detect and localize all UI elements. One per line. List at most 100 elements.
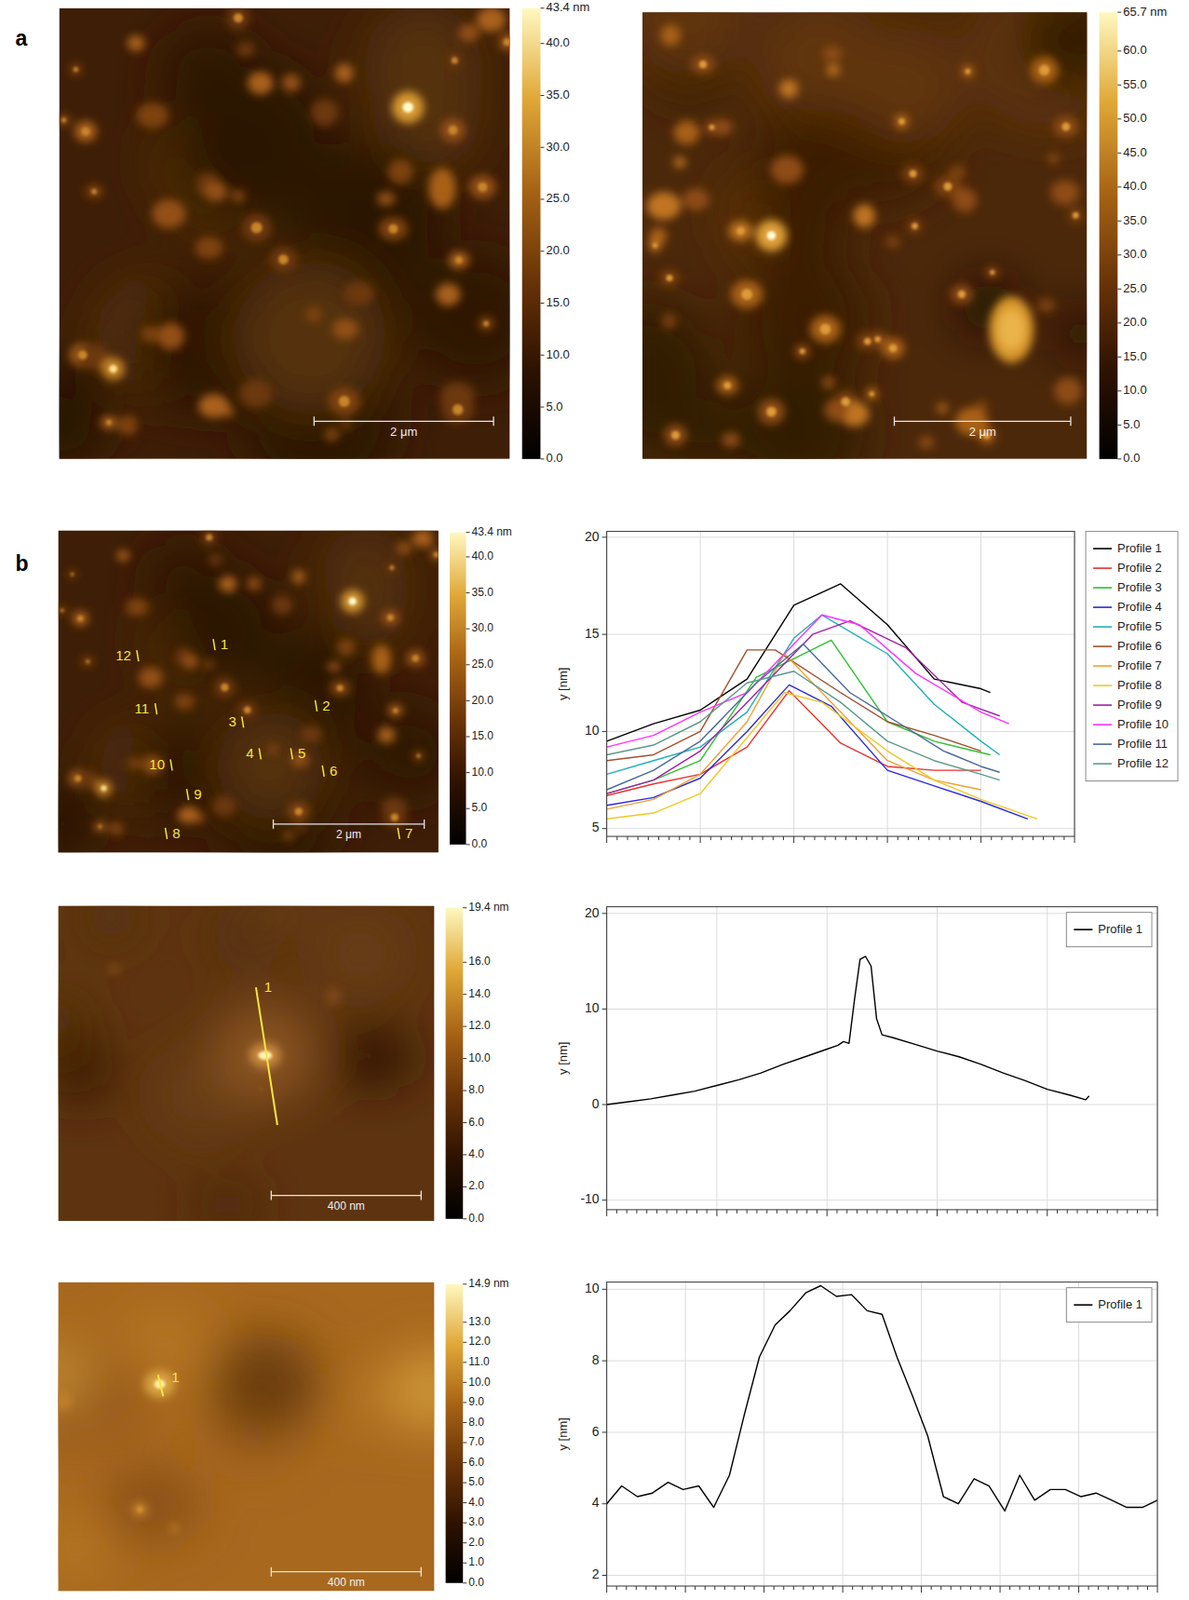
image-particle bbox=[75, 770, 99, 789]
image-feature bbox=[340, 590, 364, 613]
x-minor-tick bbox=[626, 836, 628, 840]
x-minor-tick bbox=[1000, 836, 1002, 840]
x-minor-tick bbox=[1026, 1209, 1028, 1214]
image-particle bbox=[690, 54, 715, 74]
image-patch bbox=[323, 530, 408, 613]
x-minor-tick bbox=[816, 1209, 818, 1214]
x-minor-tick bbox=[881, 1585, 883, 1590]
image-particle-core bbox=[91, 189, 97, 195]
image-particle-core bbox=[671, 431, 680, 440]
x-tick bbox=[1078, 1585, 1080, 1593]
image-particle bbox=[1053, 377, 1081, 405]
x-minor-tick bbox=[656, 1209, 658, 1214]
colorbar-tick bbox=[1117, 50, 1122, 52]
image-particle bbox=[271, 594, 292, 615]
image-particle bbox=[716, 376, 738, 394]
image-particle bbox=[72, 610, 89, 626]
y-tick bbox=[602, 1574, 608, 1576]
x-minor-tick bbox=[766, 1209, 768, 1214]
colorbar-tick bbox=[1117, 322, 1122, 324]
image-particle-core bbox=[665, 274, 673, 282]
image-particle-core bbox=[943, 182, 952, 191]
colorbar-tick bbox=[462, 993, 467, 995]
image-highlights bbox=[61, 13, 511, 425]
profile-marker bbox=[165, 827, 168, 839]
image-feature bbox=[257, 1051, 272, 1060]
x-minor-tick bbox=[762, 836, 764, 840]
colorbar-tick bbox=[462, 1441, 467, 1443]
x-minor-tick bbox=[704, 1585, 706, 1590]
colorbar-label: 16.0 bbox=[468, 954, 491, 968]
legend-label: Profile 4 bbox=[1117, 599, 1162, 614]
image-particle bbox=[662, 313, 677, 329]
x-minor-tick bbox=[1097, 1585, 1099, 1590]
x-minor-tick bbox=[783, 1585, 784, 1590]
image-particle bbox=[377, 191, 396, 206]
x-minor-tick bbox=[686, 1209, 688, 1214]
scale-bar-cap bbox=[270, 1567, 272, 1577]
x-minor-tick bbox=[876, 836, 878, 840]
colorbar-tick bbox=[540, 458, 544, 460]
profile-marker bbox=[322, 765, 325, 777]
image-particle-core bbox=[389, 565, 394, 570]
profile-label: 3 bbox=[229, 713, 237, 730]
x-tick bbox=[763, 1585, 765, 1593]
x-minor-tick bbox=[646, 1209, 648, 1214]
image-particle bbox=[985, 266, 1000, 280]
legend-label: Profile 3 bbox=[1117, 580, 1162, 595]
colorbar-tick bbox=[462, 1090, 467, 1092]
image-feature bbox=[390, 1350, 434, 1431]
colorbar-tick bbox=[466, 700, 471, 702]
series-group bbox=[607, 583, 1038, 819]
image-particle-core bbox=[766, 406, 777, 418]
image-particle bbox=[936, 402, 948, 414]
image-particle-core bbox=[451, 56, 459, 64]
image-particle bbox=[884, 235, 901, 248]
image-feature bbox=[391, 91, 424, 123]
profile-label: 8 bbox=[172, 824, 180, 841]
image-particle bbox=[779, 79, 798, 98]
x-minor-tick bbox=[1077, 1209, 1079, 1214]
colorbar-label: 11.0 bbox=[468, 1354, 490, 1368]
colorbar-tick bbox=[540, 250, 544, 252]
x-minor-tick bbox=[1022, 836, 1024, 840]
image-particle bbox=[1030, 56, 1059, 84]
colorbar-label: 14.9 nm bbox=[468, 1276, 509, 1290]
image-particle-core bbox=[85, 659, 90, 663]
image-particle-core bbox=[909, 170, 918, 178]
x-minor-tick bbox=[940, 1585, 942, 1590]
image-particle bbox=[85, 184, 104, 199]
x-minor-tick bbox=[1136, 1209, 1138, 1214]
scale-bar-label: 2 μm bbox=[969, 424, 997, 439]
image-particle bbox=[430, 548, 439, 562]
grid-line bbox=[763, 1282, 765, 1586]
image-particles bbox=[57, 1369, 178, 1532]
image-particle bbox=[203, 660, 215, 669]
image-particle bbox=[282, 73, 301, 92]
image-particle-core bbox=[799, 348, 806, 354]
image-particle bbox=[340, 418, 352, 430]
legend: Profile 1Profile 2Profile 3Profile 4Prof… bbox=[1085, 531, 1178, 782]
image-particle-core bbox=[97, 824, 102, 829]
profile-label: 1 bbox=[171, 1368, 179, 1385]
image-particle-core bbox=[989, 270, 995, 275]
legend-swatch bbox=[1093, 606, 1112, 609]
profile-marker bbox=[155, 702, 158, 715]
colorbar-tick bbox=[462, 1153, 467, 1155]
plot-area bbox=[607, 906, 1158, 1210]
image-patch bbox=[751, 108, 869, 226]
colorbar-label: 5.0 bbox=[1122, 417, 1140, 432]
legend-label: Profile 6 bbox=[1117, 638, 1162, 653]
series-group bbox=[607, 1285, 1158, 1512]
x-minor-tick bbox=[1117, 1585, 1119, 1590]
image-particle bbox=[230, 189, 246, 203]
x-minor-tick bbox=[916, 1209, 918, 1214]
afm-image bbox=[59, 8, 511, 460]
x-minor-tick bbox=[1058, 1585, 1060, 1590]
image-feature bbox=[756, 219, 787, 251]
colorbar-label: 1.0 bbox=[468, 1554, 485, 1568]
legend-swatch bbox=[1093, 723, 1112, 726]
image-particle bbox=[906, 217, 922, 234]
image-particle bbox=[218, 575, 238, 592]
image-particles bbox=[647, 25, 1083, 449]
